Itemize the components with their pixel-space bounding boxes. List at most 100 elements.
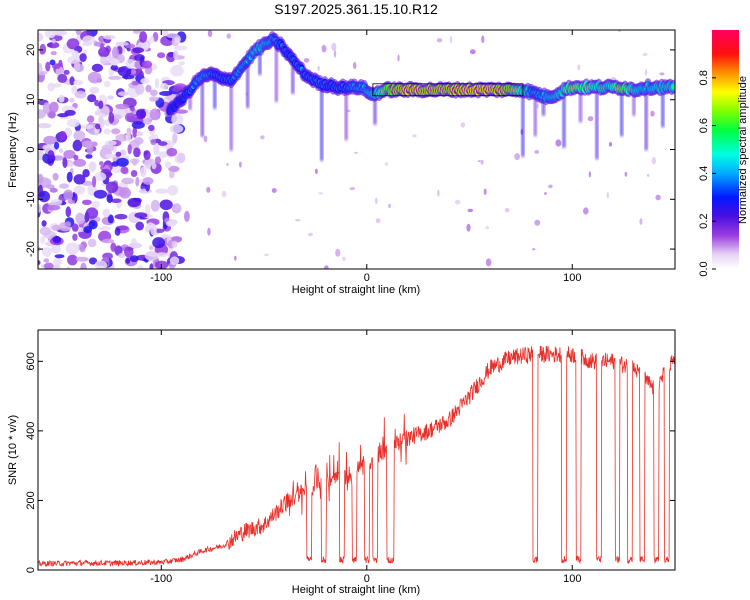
heatmap-noise-blob bbox=[485, 258, 492, 267]
heatmap-noise-blob bbox=[47, 82, 56, 92]
heatmap-noise-blob bbox=[125, 132, 131, 142]
heatmap-noise-blob bbox=[149, 108, 161, 121]
heatmap-noise-blob bbox=[111, 47, 119, 59]
heatmap-noise-blob bbox=[49, 187, 58, 193]
spectrogram-background bbox=[38, 30, 675, 269]
heatmap-noise-blob bbox=[151, 162, 157, 170]
heatmap-noise-blob bbox=[588, 171, 591, 178]
heatmap-noise-blob bbox=[436, 38, 443, 43]
heatmap-noise-blob bbox=[119, 149, 127, 156]
heatmap-noise-blob bbox=[41, 220, 47, 227]
heatmap-noise-blob bbox=[138, 188, 152, 194]
heatmap-noise-blob bbox=[125, 58, 135, 69]
snr-y-ticks: 0 200 400 600 bbox=[25, 352, 675, 573]
x-tick-label: 0 bbox=[364, 272, 370, 284]
heatmap-noise-blob bbox=[166, 33, 179, 39]
heatmap-noise-blob bbox=[69, 76, 75, 86]
y-tick-label: 600 bbox=[25, 352, 37, 370]
y-tick-label: -20 bbox=[25, 241, 37, 257]
heatmap-noise-blob bbox=[93, 189, 108, 199]
heatmap-noise-blob bbox=[75, 212, 85, 225]
heatmap-noise-blob bbox=[135, 176, 140, 187]
heatmap-noise-blob bbox=[88, 257, 98, 265]
heatmap-noise-blob bbox=[51, 38, 56, 44]
heatmap-noise-blob bbox=[125, 257, 131, 264]
heatmap-noise-blob bbox=[149, 263, 154, 269]
heatmap-noise-blob bbox=[73, 130, 86, 141]
heatmap-noise-blob bbox=[110, 64, 119, 71]
heatmap-noise-blob bbox=[149, 36, 155, 44]
heatmap-noise-blob bbox=[655, 194, 661, 201]
heatmap-noise-blob bbox=[169, 256, 180, 266]
heatmap-noise-blob bbox=[166, 147, 178, 157]
heatmap-noise-blob bbox=[148, 245, 154, 251]
heatmap-noise-blob bbox=[138, 70, 144, 79]
heatmap-noise-blob bbox=[153, 143, 160, 156]
heatmap-noise-blob bbox=[460, 122, 466, 128]
heatmap-noise-blob bbox=[48, 110, 56, 119]
heatmap-noise-blob bbox=[132, 158, 138, 166]
heatmap-noise-blob bbox=[75, 30, 82, 36]
heatmap-noise-blob bbox=[349, 187, 355, 191]
heatmap-noise-blob bbox=[454, 199, 461, 205]
heatmap-noise-blob bbox=[110, 198, 122, 204]
heatmap-noise-blob bbox=[67, 199, 76, 204]
heatmap-streak bbox=[373, 94, 377, 125]
heatmap-noise-blob bbox=[155, 252, 168, 258]
x-tick-label: 100 bbox=[563, 272, 581, 284]
heatmap-noise-blob bbox=[57, 73, 68, 83]
heatmap-noise-blob bbox=[94, 172, 107, 182]
spectrogram-x-label: Height of straight line (km) bbox=[292, 284, 420, 296]
heatmap-noise-blob bbox=[470, 49, 476, 55]
heatmap-noise-blob bbox=[103, 35, 116, 40]
heatmap-noise-blob bbox=[88, 220, 98, 230]
colorbar-tick-label: 0.8 bbox=[698, 70, 710, 85]
heatmap-noise-blob bbox=[133, 147, 141, 158]
heatmap-noise-blob bbox=[108, 75, 122, 80]
heatmap-noise-blob bbox=[53, 30, 68, 36]
heatmap-noise-blob bbox=[271, 188, 277, 193]
heatmap-noise-blob bbox=[104, 140, 117, 146]
heatmap-noise-blob bbox=[47, 41, 60, 49]
heatmap-noise-blob bbox=[642, 52, 648, 57]
heatmap-noise-blob bbox=[150, 139, 157, 146]
heatmap-noise-blob bbox=[49, 59, 56, 66]
heatmap-noise-blob bbox=[124, 112, 136, 123]
heatmap-noise-blob bbox=[82, 169, 90, 178]
heatmap-streak bbox=[661, 87, 665, 128]
heatmap-noise-blob bbox=[50, 243, 62, 254]
heatmap-noise-blob bbox=[52, 63, 61, 70]
heatmap-noise-blob bbox=[85, 154, 93, 159]
heatmap-noise-blob bbox=[169, 124, 184, 134]
heatmap-noise-blob bbox=[226, 163, 229, 166]
heatmap-noise-blob bbox=[69, 98, 75, 103]
heatmap-noise-blob bbox=[99, 117, 105, 129]
heatmap-noise-blob bbox=[75, 256, 89, 262]
heatmap-noise-blob bbox=[303, 58, 310, 63]
heatmap-noise-blob bbox=[86, 115, 95, 123]
heatmap-noise-blob bbox=[131, 121, 145, 129]
heatmap-noise-blob bbox=[44, 262, 54, 269]
heatmap-noise-blob bbox=[651, 157, 656, 165]
heatmap-noise-blob bbox=[118, 253, 126, 258]
colorbar-tick-label: 0.0 bbox=[698, 261, 710, 276]
heatmap-noise-blob bbox=[485, 225, 490, 230]
heatmap-noise-blob bbox=[71, 50, 80, 58]
heatmap-noise-blob bbox=[105, 153, 117, 159]
heatmap-noise-blob bbox=[608, 142, 613, 147]
heatmap-noise-blob bbox=[38, 184, 43, 195]
heatmap-noise-blob bbox=[203, 135, 208, 143]
heatmap-noise-blob bbox=[107, 214, 114, 224]
heatmap-noise-blob bbox=[59, 183, 70, 189]
heatmap-noise-blob bbox=[73, 158, 87, 167]
heatmap-noise-blob bbox=[134, 212, 148, 219]
heatmap-noise-blob bbox=[374, 197, 378, 205]
heatmap-noise-blob bbox=[99, 161, 104, 166]
heatmap-noise-blob bbox=[44, 30, 56, 39]
heatmap-noise-blob bbox=[81, 124, 94, 130]
heatmap-noise-blob bbox=[81, 140, 94, 147]
heatmap-noise-blob bbox=[99, 42, 105, 54]
heatmap-noise-blob bbox=[114, 227, 121, 236]
heatmap-noise-blob bbox=[54, 254, 65, 259]
